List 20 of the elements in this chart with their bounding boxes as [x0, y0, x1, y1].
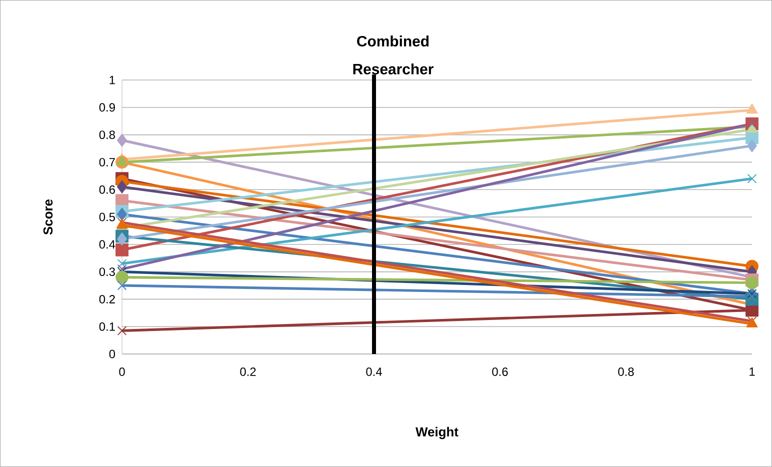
y-tick-label: 0.5 [99, 212, 115, 222]
chart-title: Combined Researcher [353, 36, 434, 74]
y-tick-label: 0.8 [99, 130, 115, 140]
y-axis-title: Score [43, 199, 53, 235]
y-tick-label: 0.7 [99, 158, 115, 166]
y-tick-label: 1 [110, 76, 115, 84]
x-tick-label: 0 [119, 368, 125, 376]
x-tick-label: 0.4 [366, 368, 382, 376]
x-axis-title: Weight [416, 426, 458, 440]
y-tick-label: 0.3 [99, 268, 115, 276]
y-tick-label: 0.2 [99, 294, 115, 304]
y-tick-label: 0.6 [99, 185, 115, 194]
x-tick-label: 0.2 [240, 368, 256, 376]
y-tick-label: 0 [109, 350, 116, 358]
x-tick-label: 0.6 [492, 368, 508, 376]
y-tick-label: 0.1 [99, 322, 115, 331]
y-tick-label: 0.4 [99, 240, 116, 249]
y-tick-label: 0.9 [99, 103, 115, 112]
x-tick-label: 1 [750, 368, 755, 376]
x-tick-label: 0.8 [618, 368, 634, 376]
